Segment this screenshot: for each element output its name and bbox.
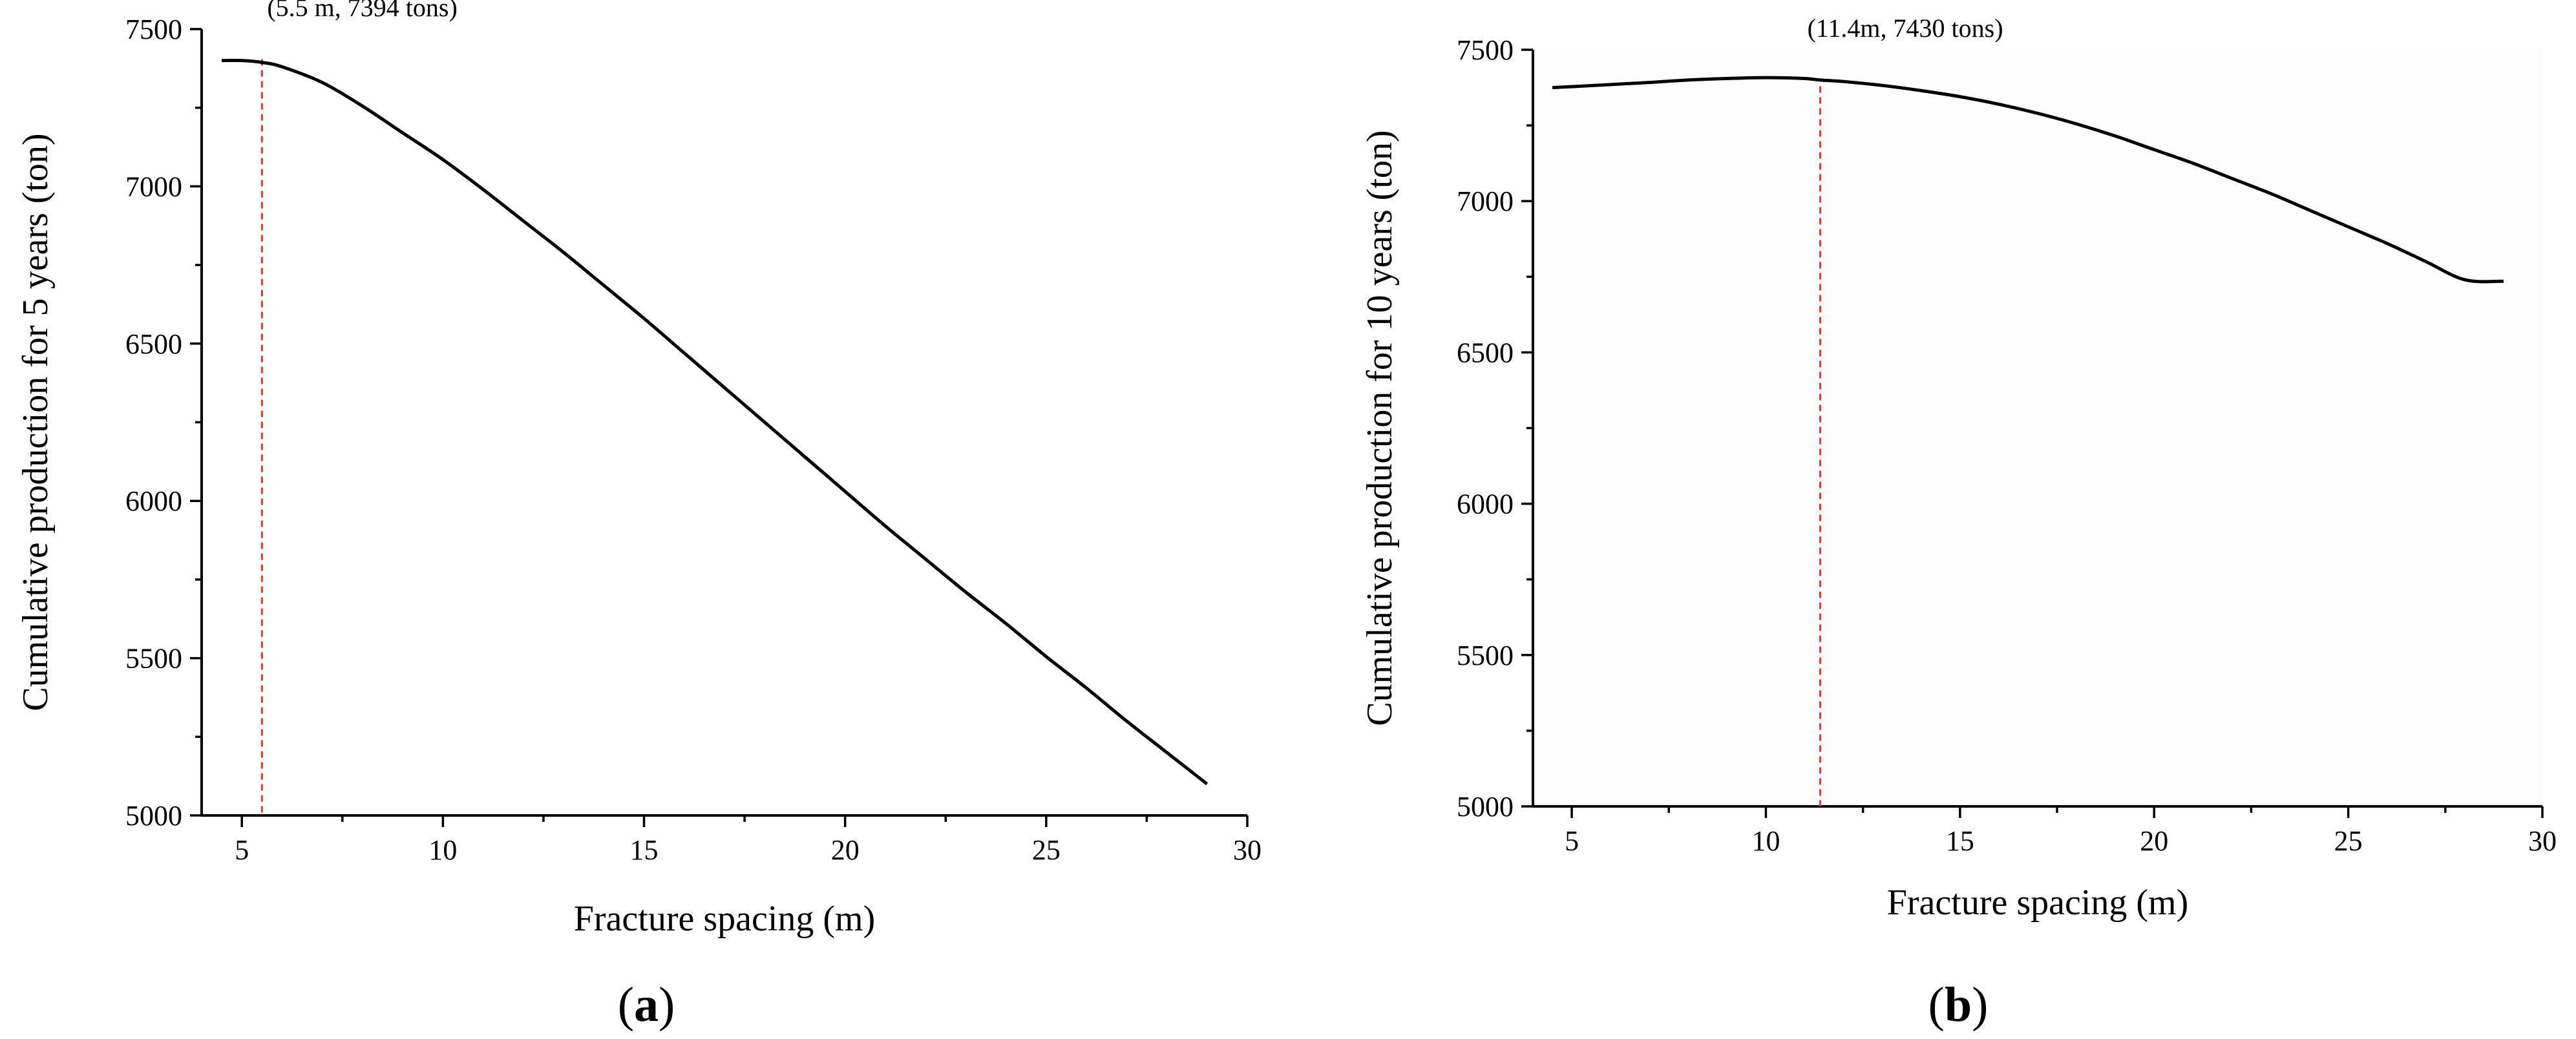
y-tick-label: 6000 (125, 485, 182, 517)
x-axis-title: Fracture spacing (m) (1887, 883, 2188, 923)
panel-letter: b (1945, 978, 1972, 1032)
panel-letter: a (634, 978, 659, 1032)
optimum-annotation: (11.4m, 7430 tons) (1808, 14, 2003, 43)
y-tick-label: 7500 (1457, 34, 1514, 66)
y-axis-title: Cumulative production for 5 years (ton) (16, 133, 56, 711)
plot-area (202, 29, 1247, 815)
panel-label: (b) (1928, 978, 1989, 1032)
y-tick-label: 7000 (125, 171, 182, 202)
x-tick-label: 15 (1946, 825, 1974, 857)
x-tick-label: 5 (235, 834, 249, 866)
optimum-annotation: (5.5 m, 7394 tons) (267, 0, 457, 22)
x-tick-label: 20 (2140, 825, 2168, 857)
y-tick-label: 6000 (1457, 488, 1514, 520)
chart-panel-b: 5000 5500 6000 6500 7000 7500 5 10 15 20 25 30 (11.4… (1360, 14, 2557, 1032)
x-tick-label: 5 (1565, 825, 1579, 857)
x-tick-label: 25 (1032, 834, 1061, 866)
y-tick-label: 5000 (125, 800, 182, 832)
x-tick-label: 20 (831, 834, 860, 866)
x-tick-label: 10 (1751, 825, 1780, 857)
x-tick-label: 30 (1233, 834, 1262, 866)
x-tick-label: 15 (630, 834, 659, 866)
production-curve (1552, 76, 2504, 284)
y-tick-label: 7000 (1457, 185, 1514, 217)
panel-label: (a) (618, 978, 675, 1032)
y-tick-label: 6500 (125, 328, 182, 360)
y-tick-label: 5000 (1457, 791, 1514, 823)
y-tick-label: 6500 (1457, 337, 1514, 368)
x-axis-title: Fracture spacing (m) (574, 899, 875, 939)
plot-area (1533, 50, 2542, 806)
y-tick-label: 7500 (125, 14, 182, 45)
chart-panel-a: 5000 5500 6000 6500 7000 7500 5 10 15 20 25 30 (5.5 … (16, 0, 1262, 1032)
x-tick-label: 25 (2334, 825, 2363, 857)
x-tick-label: 10 (428, 834, 457, 866)
production-curve (222, 58, 1209, 786)
y-tick-label: 5500 (1457, 640, 1514, 671)
y-tick-label: 5500 (125, 643, 182, 675)
y-axis-title: Cumulative production for 10 years (ton) (1360, 130, 1400, 726)
x-tick-label: 30 (2528, 825, 2557, 857)
